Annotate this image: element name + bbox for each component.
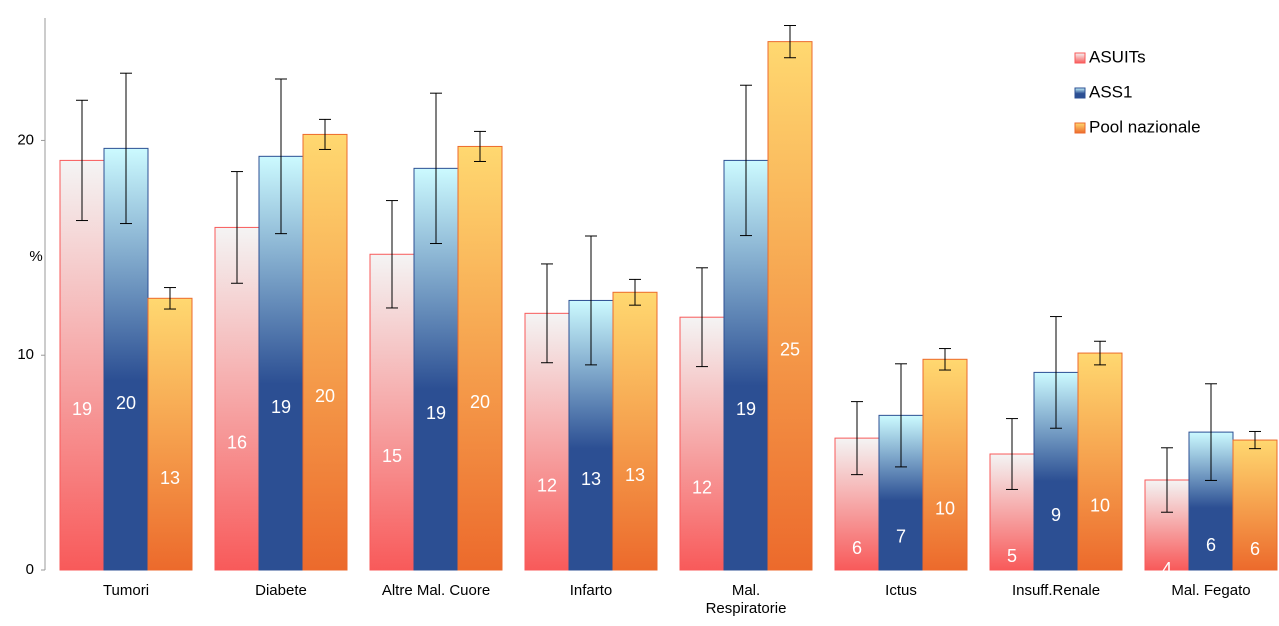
bar [258, 155, 304, 571]
legend-label: ASS1 [1089, 82, 1132, 101]
bar [147, 297, 193, 571]
x-tick-label: Altre Mal. Cuore [381, 582, 491, 599]
legend-label: ASUITs [1089, 47, 1146, 66]
data-label: 13 [160, 468, 180, 488]
data-label: 10 [935, 498, 955, 518]
data-label: 19 [72, 399, 92, 419]
bar [214, 226, 260, 571]
data-label: 19 [426, 403, 446, 423]
x-tick-label: Mal. Respiratorie [705, 582, 787, 617]
y-tick-label: 20 [17, 131, 34, 148]
data-label: 20 [315, 386, 335, 406]
bar [1077, 352, 1123, 571]
data-label: 19 [736, 399, 756, 419]
data-label: 9 [1051, 505, 1061, 525]
y-tick-label: 0 [26, 561, 34, 578]
data-label: 7 [896, 526, 906, 546]
x-tick-label: Diabete [255, 582, 307, 599]
data-label: 16 [227, 432, 247, 452]
data-label: 12 [692, 477, 712, 497]
bar [767, 41, 813, 571]
data-label: 6 [1250, 539, 1260, 559]
bar [59, 159, 105, 571]
data-label: 12 [537, 475, 557, 495]
bar [922, 358, 968, 571]
x-tick-label: Infarto [569, 582, 613, 599]
bar [302, 133, 348, 571]
data-label: 19 [271, 397, 291, 417]
bar [612, 291, 658, 571]
data-label: 13 [581, 469, 601, 489]
y-tick-label: 10 [17, 346, 34, 363]
data-label: 13 [625, 465, 645, 485]
data-label: 10 [1090, 495, 1110, 515]
x-tick-label: Mal. Fegato [1171, 582, 1251, 599]
data-label: 20 [470, 392, 490, 412]
x-tick-label: Ictus [885, 582, 917, 599]
data-label: 6 [1206, 535, 1216, 555]
y-axis-label: % [29, 248, 42, 265]
data-label: 4 [1162, 559, 1172, 579]
legend-swatch [1074, 52, 1086, 64]
x-tick-label: Tumori [102, 582, 150, 599]
data-label: 25 [780, 340, 800, 360]
data-label: 20 [116, 393, 136, 413]
data-label: 15 [382, 446, 402, 466]
data-label: 5 [1007, 546, 1017, 566]
legend-swatch [1074, 122, 1086, 134]
legend-label: Pool nazionale [1089, 117, 1201, 136]
legend-swatch [1074, 87, 1086, 99]
x-tick-label: Insuff.Renale [1011, 582, 1101, 599]
data-label: 6 [852, 538, 862, 558]
bar [457, 145, 503, 571]
